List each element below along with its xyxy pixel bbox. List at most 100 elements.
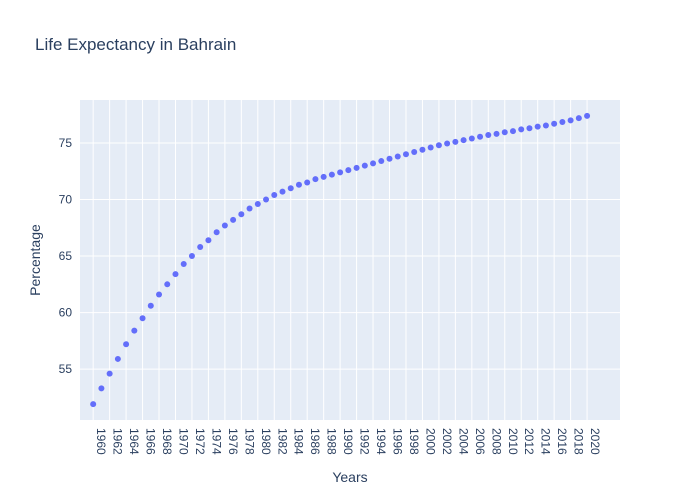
data-point[interactable]	[584, 112, 591, 119]
data-point[interactable]	[444, 140, 451, 147]
x-tick-label: 2008	[489, 428, 503, 455]
data-point[interactable]	[90, 401, 97, 408]
y-tick-label: 70	[59, 193, 73, 207]
data-point[interactable]	[477, 133, 484, 140]
data-point[interactable]	[559, 119, 566, 126]
data-point[interactable]	[468, 135, 475, 142]
x-tick-label: 1974	[209, 428, 223, 455]
data-point[interactable]	[411, 149, 418, 156]
data-point[interactable]	[164, 281, 171, 288]
data-point[interactable]	[435, 142, 442, 149]
data-point[interactable]	[370, 160, 377, 167]
x-tick-label: 1964	[127, 428, 141, 455]
data-point[interactable]	[320, 173, 327, 180]
data-point[interactable]	[353, 164, 360, 171]
x-tick-label: 1982	[275, 428, 289, 455]
x-tick-label: 2002	[440, 428, 454, 455]
x-tick-label: 1984	[292, 428, 306, 455]
x-tick-label: 1962	[111, 428, 125, 455]
x-tick-label: 2010	[506, 428, 520, 455]
data-point[interactable]	[131, 327, 138, 334]
data-point[interactable]	[213, 229, 220, 236]
data-point[interactable]	[279, 188, 286, 195]
x-tick-label: 1988	[325, 428, 339, 455]
data-point[interactable]	[386, 155, 393, 162]
data-point[interactable]	[254, 201, 261, 208]
data-point[interactable]	[485, 132, 492, 139]
x-tick-label: 1960	[94, 428, 108, 455]
plot-area	[80, 100, 620, 420]
data-point[interactable]	[345, 167, 352, 174]
data-point[interactable]	[328, 171, 335, 178]
data-point[interactable]	[221, 222, 228, 229]
x-tick-label: 2014	[539, 428, 553, 455]
x-tick-label: 1992	[358, 428, 372, 455]
data-point[interactable]	[534, 123, 541, 130]
y-tick-labels: 55 60 65 70 75	[59, 136, 73, 376]
data-point[interactable]	[493, 130, 500, 137]
data-point[interactable]	[114, 355, 121, 362]
x-tick-label: 2000	[423, 428, 437, 455]
data-point[interactable]	[526, 125, 533, 132]
y-tick-label: 65	[59, 249, 73, 263]
data-point[interactable]	[551, 120, 558, 127]
data-point[interactable]	[106, 370, 113, 377]
x-tick-label: 1980	[259, 428, 273, 455]
data-point[interactable]	[123, 341, 130, 348]
x-tick-label: 2020	[588, 428, 602, 455]
data-point[interactable]	[312, 176, 319, 183]
x-tick-label: 2006	[473, 428, 487, 455]
x-tick-label: 1968	[160, 428, 174, 455]
x-tick-label: 2016	[555, 428, 569, 455]
data-point[interactable]	[575, 115, 582, 122]
x-tick-label: 1966	[144, 428, 158, 455]
x-tick-label: 1994	[374, 428, 388, 455]
x-tick-label: 2004	[456, 428, 470, 455]
y-axis-title: Percentage	[27, 224, 43, 296]
chart-title: Life Expectancy in Bahrain	[35, 35, 236, 54]
x-tick-label: 1972	[193, 428, 207, 455]
data-point[interactable]	[271, 191, 278, 198]
grid-lines	[80, 100, 620, 420]
data-point[interactable]	[394, 153, 401, 160]
data-point[interactable]	[238, 211, 245, 218]
data-point[interactable]	[337, 169, 344, 176]
x-tick-label: 1996	[391, 428, 405, 455]
data-point[interactable]	[197, 243, 204, 250]
data-point[interactable]	[205, 237, 212, 244]
y-tick-label: 60	[59, 306, 73, 320]
data-point[interactable]	[263, 196, 270, 203]
data-point[interactable]	[402, 151, 409, 158]
data-point[interactable]	[542, 122, 549, 129]
data-point[interactable]	[361, 162, 368, 169]
data-point[interactable]	[287, 185, 294, 192]
data-point[interactable]	[295, 181, 302, 188]
data-point[interactable]	[427, 144, 434, 151]
data-point[interactable]	[98, 385, 105, 392]
data-point[interactable]	[147, 302, 154, 309]
x-tick-label: 2012	[522, 428, 536, 455]
y-tick-label: 55	[59, 362, 73, 376]
data-point[interactable]	[378, 158, 385, 165]
data-point[interactable]	[567, 117, 574, 124]
data-point[interactable]	[518, 126, 525, 133]
data-point[interactable]	[188, 253, 195, 260]
data-point[interactable]	[139, 315, 146, 322]
data-point[interactable]	[452, 138, 459, 145]
x-tick-label: 1998	[407, 428, 421, 455]
data-point[interactable]	[180, 260, 187, 267]
x-tick-labels: 1960 1962 1964 1966 1968 1970 1972 1974 1976 1978…	[94, 428, 602, 455]
data-point[interactable]	[246, 205, 253, 212]
x-tick-label: 1986	[308, 428, 322, 455]
data-point[interactable]	[230, 216, 237, 223]
data-point[interactable]	[304, 179, 311, 186]
data-point[interactable]	[501, 129, 508, 136]
data-point[interactable]	[460, 137, 467, 144]
data-points	[90, 112, 591, 408]
data-point[interactable]	[509, 128, 516, 135]
data-point[interactable]	[419, 146, 426, 153]
data-point[interactable]	[156, 291, 163, 298]
data-point[interactable]	[172, 271, 179, 278]
x-tick-label: 1976	[226, 428, 240, 455]
